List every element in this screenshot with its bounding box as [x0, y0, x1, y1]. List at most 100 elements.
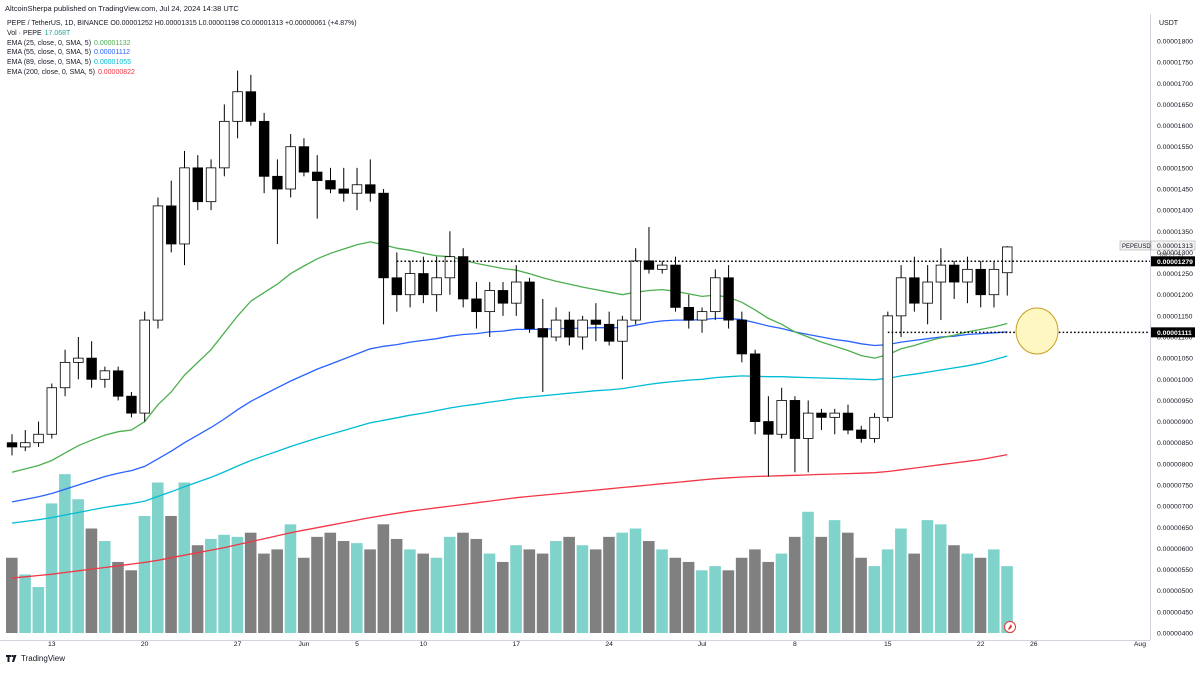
legend-vol-value: 17.068T: [44, 29, 71, 37]
candle-body[interactable]: [431, 277, 442, 296]
candle-body[interactable]: [895, 277, 907, 317]
candle-body[interactable]: [922, 281, 933, 304]
candle-body[interactable]: [325, 180, 336, 190]
candle-body[interactable]: [59, 361, 71, 389]
candle-body[interactable]: [882, 315, 894, 418]
price-tick-label: 0.00000450: [1157, 609, 1193, 616]
legend-ema25[interactable]: EMA (25, close, 0, SMA, 5) 0.00001132: [7, 39, 357, 49]
volume-bar: [165, 515, 177, 633]
candle-body[interactable]: [856, 429, 867, 439]
candle-body[interactable]: [537, 328, 549, 338]
candle-body[interactable]: [298, 146, 310, 173]
price-tick-label: 0.00000800: [1157, 461, 1193, 468]
candle-body[interactable]: [590, 319, 602, 325]
candle-body[interactable]: [418, 273, 429, 296]
candle-body[interactable]: [803, 412, 814, 439]
candle-body[interactable]: [404, 273, 416, 296]
candle-body[interactable]: [763, 421, 774, 435]
candle-body[interactable]: [285, 146, 296, 190]
price-tick-label: 0.00001000: [1157, 377, 1193, 384]
candle-body[interactable]: [683, 306, 694, 321]
candle-body[interactable]: [603, 323, 615, 342]
candle-body[interactable]: [444, 256, 456, 279]
candle-body[interactable]: [617, 319, 628, 342]
candle-body[interactable]: [497, 290, 509, 304]
candle-body[interactable]: [670, 264, 681, 308]
tradingview-footer[interactable]: TradingView: [6, 654, 65, 663]
candle-body[interactable]: [312, 171, 323, 181]
candle-body[interactable]: [1002, 246, 1013, 274]
candle-body[interactable]: [736, 319, 748, 355]
legend-ema200[interactable]: EMA (200, close, 0, SMA, 5) 0.00000822: [7, 68, 357, 78]
candle-body[interactable]: [643, 260, 655, 270]
candle-body[interactable]: [457, 256, 469, 300]
annotations[interactable]: [1004, 307, 1059, 633]
candle-body[interactable]: [6, 442, 18, 448]
candle-body[interactable]: [99, 370, 111, 380]
candle-body[interactable]: [33, 433, 44, 444]
candle-body[interactable]: [723, 277, 734, 321]
price-axis[interactable]: USDT 0.00001800 0.00001750 0.00001700 0.0000…: [1119, 14, 1196, 640]
candle-body[interactable]: [657, 264, 668, 270]
candle-body[interactable]: [365, 184, 376, 194]
legend-ema89[interactable]: EMA (89, close, 0, SMA, 5) 0.00001055: [7, 58, 357, 68]
candle-body[interactable]: [869, 416, 880, 439]
candle-body[interactable]: [46, 387, 58, 435]
candle-body[interactable]: [710, 277, 721, 313]
candle-body[interactable]: [192, 167, 203, 203]
candle-body[interactable]: [258, 120, 270, 177]
candle-body[interactable]: [391, 277, 403, 296]
legend-vol[interactable]: Vol · PEPE 17.068T: [7, 29, 357, 39]
candle-body[interactable]: [842, 412, 854, 431]
candle-body[interactable]: [272, 175, 283, 190]
candle-body[interactable]: [816, 412, 827, 418]
candle-body[interactable]: [630, 260, 641, 321]
candle-body[interactable]: [524, 281, 535, 329]
candle-body[interactable]: [152, 205, 164, 321]
symbol-tag-bg: [1119, 240, 1151, 251]
candle-body[interactable]: [749, 353, 761, 422]
candle-body[interactable]: [126, 395, 137, 414]
candle-body[interactable]: [351, 184, 363, 194]
volume-bar: [881, 549, 894, 633]
highlight-ellipse[interactable]: [1015, 307, 1059, 355]
candle-body[interactable]: [86, 357, 97, 380]
price-tick-label: 0.00000850: [1157, 440, 1193, 447]
candle-body[interactable]: [696, 311, 708, 321]
candle-body[interactable]: [20, 442, 31, 448]
legend-ema55[interactable]: EMA (55, close, 0, SMA, 5) 0.00001112: [7, 48, 357, 58]
horizontal-levels[interactable]: [396, 260, 1150, 334]
candle-body[interactable]: [139, 319, 150, 414]
candle-body[interactable]: [909, 277, 920, 304]
candle-body[interactable]: [205, 167, 217, 203]
candle-body[interactable]: [484, 290, 495, 313]
candle-body[interactable]: [577, 319, 588, 338]
candle-body[interactable]: [219, 120, 230, 169]
candle-body[interactable]: [564, 319, 575, 338]
candle-body[interactable]: [245, 91, 257, 122]
candle-body[interactable]: [112, 370, 124, 397]
candle-body[interactable]: [829, 412, 840, 418]
candle-body[interactable]: [975, 268, 986, 296]
candle-body[interactable]: [948, 264, 960, 283]
candle-body[interactable]: [471, 298, 482, 313]
volume-bar: [85, 528, 98, 633]
candle-body[interactable]: [988, 268, 1000, 296]
candle-body[interactable]: [166, 205, 177, 245]
candle-body[interactable]: [789, 400, 801, 439]
candle-body[interactable]: [962, 268, 973, 283]
price-tick-label: 0.00000600: [1157, 546, 1193, 553]
candle-body[interactable]: [338, 188, 349, 194]
time-axis[interactable]: 13 20 27 Jun 5 10 17 24 Jul 8 15 22 26 Aug: [0, 640, 1150, 649]
candle-body[interactable]: [378, 192, 389, 279]
candle-body[interactable]: [550, 319, 562, 338]
candle-body[interactable]: [776, 400, 787, 435]
candle-body[interactable]: [73, 357, 84, 363]
indicator-legend: PEPE / TetherUS, 1D, BINANCE O0.00001252…: [7, 19, 357, 78]
legend-ema200-value: 0.00000822: [97, 68, 135, 76]
candle-body[interactable]: [511, 281, 522, 304]
candle-body[interactable]: [935, 264, 947, 283]
candle-body[interactable]: [179, 167, 190, 245]
candle-body[interactable]: [232, 91, 243, 122]
